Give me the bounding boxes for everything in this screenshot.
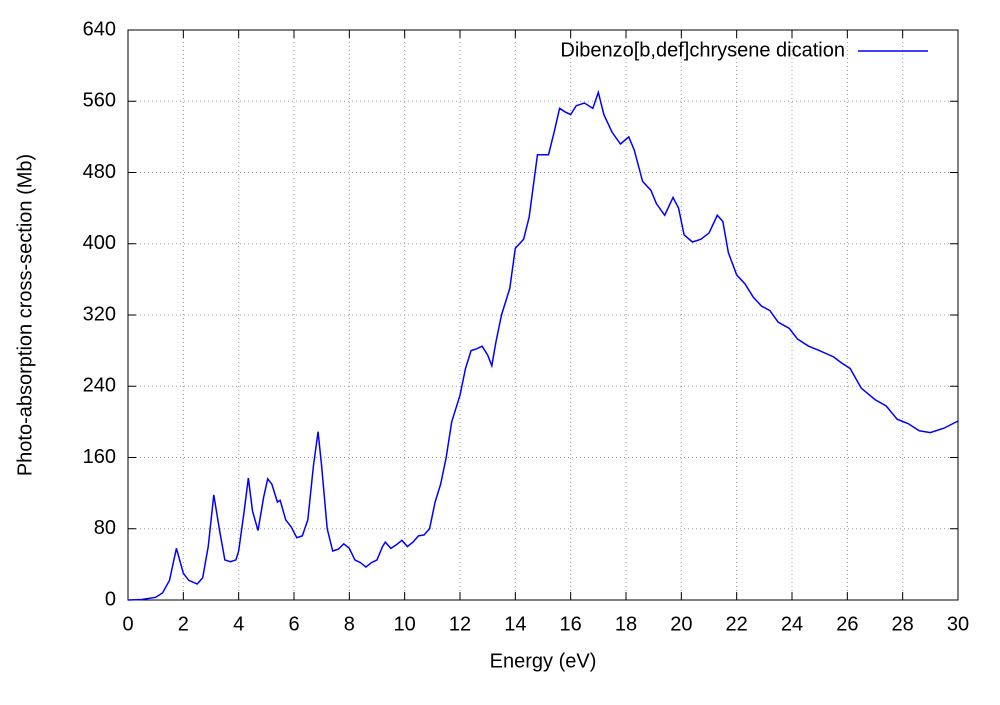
x-tick-label: 24 <box>781 613 803 635</box>
plot-frame <box>127 29 959 601</box>
x-tick-label: 20 <box>670 613 692 635</box>
y-tick-label: 640 <box>83 18 116 40</box>
x-tick-label: 0 <box>122 613 133 635</box>
x-tick-label: 12 <box>449 613 471 635</box>
y-axis-label: Photo-absorption cross-section (Mb) <box>14 154 36 476</box>
data-line <box>127 89 959 601</box>
x-tick-label: 18 <box>615 613 637 635</box>
y-tick-label: 160 <box>83 446 116 468</box>
x-tick-label: 30 <box>947 613 969 635</box>
y-tick-label: 560 <box>83 90 116 112</box>
x-tick-label: 2 <box>178 613 189 635</box>
x-tick-label: 16 <box>560 613 582 635</box>
y-tick-label: 240 <box>83 375 116 397</box>
y-tick-label: 400 <box>83 232 116 254</box>
x-tick-label: 8 <box>344 613 355 635</box>
x-tick-label: 10 <box>394 613 416 635</box>
x-tick-label: 6 <box>288 613 299 635</box>
legend-label: Dibenzo[b,def]chrysene dication <box>560 39 845 61</box>
x-tick-label: 28 <box>892 613 914 635</box>
y-tick-label: 320 <box>83 303 116 325</box>
x-tick-label: 26 <box>836 613 858 635</box>
y-tick-label: 0 <box>105 588 116 610</box>
y-tick-label: 80 <box>94 517 116 539</box>
x-tick-label: 14 <box>504 613 526 635</box>
x-tick-label: 22 <box>726 613 748 635</box>
x-axis-label: Energy (eV) <box>490 650 597 672</box>
y-tick-label: 480 <box>83 161 116 183</box>
x-tick-label: 4 <box>233 613 244 635</box>
